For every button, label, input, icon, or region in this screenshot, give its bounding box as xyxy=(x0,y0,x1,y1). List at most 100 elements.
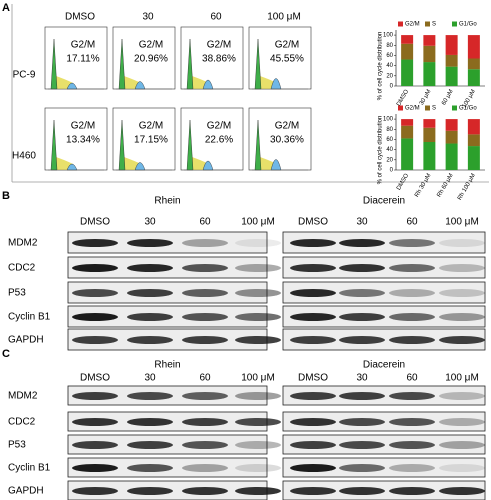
blot-band xyxy=(182,418,228,426)
dose-header: 60 xyxy=(406,373,418,384)
phase-label: G2/M xyxy=(275,121,299,132)
blot-band xyxy=(235,441,281,449)
legend-label: G2/M xyxy=(405,22,420,28)
blot-band xyxy=(127,487,173,495)
blot-band xyxy=(290,289,336,297)
dose-header: 30 xyxy=(142,12,154,23)
blot-band xyxy=(290,336,336,344)
protein-label: Cyclin B1 xyxy=(8,463,51,474)
y-axis-title: % of cell cycle distribution xyxy=(378,32,384,101)
protein-label: GAPDH xyxy=(8,486,44,497)
bar-segment xyxy=(445,119,458,131)
x-tick-label: Rh 100 μM xyxy=(457,173,477,202)
protein-label: Cyclin B1 xyxy=(8,312,51,323)
phase-percent: 20.96% xyxy=(134,54,168,65)
blot-band xyxy=(290,441,336,449)
histogram-s xyxy=(121,156,141,170)
y-tick-label: 60 xyxy=(386,137,393,143)
blot-band xyxy=(127,289,173,297)
blot-band xyxy=(389,392,435,400)
legend-label: S xyxy=(432,22,436,28)
blot-band xyxy=(182,264,228,272)
blot-band xyxy=(127,464,173,472)
legend-swatch xyxy=(398,21,403,27)
blot-band xyxy=(235,336,281,344)
blot-band xyxy=(439,264,485,272)
bar-segment xyxy=(467,134,480,147)
blot-band xyxy=(235,313,281,321)
blot-band xyxy=(72,392,118,400)
blot-band xyxy=(72,487,118,495)
blot-band xyxy=(290,313,336,321)
bar-segment xyxy=(467,119,480,135)
y-tick-label: 40 xyxy=(386,147,393,153)
blot-band xyxy=(339,418,385,426)
blot-band xyxy=(182,441,228,449)
y-tick-label: 100 xyxy=(383,117,394,123)
phase-percent: 45.55% xyxy=(270,54,304,65)
blot-band xyxy=(439,336,485,344)
blot-band xyxy=(182,464,228,472)
bar-segment xyxy=(423,35,436,46)
panel-label: B xyxy=(2,190,10,202)
legend-label: G1/Go xyxy=(459,22,477,28)
blot-band xyxy=(389,239,435,247)
protein-label: P53 xyxy=(8,288,26,299)
dose-header: DMSO xyxy=(298,217,328,228)
blot-band xyxy=(72,336,118,344)
x-tick-label: 60 μM xyxy=(441,89,455,107)
blot-band xyxy=(235,264,281,272)
blot-band xyxy=(339,336,385,344)
blot-band xyxy=(127,392,173,400)
blot-band xyxy=(389,336,435,344)
blot-band xyxy=(72,441,118,449)
blot-band xyxy=(182,289,228,297)
panel-label: A xyxy=(2,2,10,14)
bar-segment xyxy=(401,59,414,86)
dose-header: 60 xyxy=(406,217,418,228)
bar-segment xyxy=(445,35,458,55)
blot-band xyxy=(235,289,281,297)
blot-band xyxy=(182,392,228,400)
dose-header: 60 xyxy=(210,12,222,23)
treatment-label: Diacerein xyxy=(363,360,405,371)
legend-swatch xyxy=(425,105,430,111)
blot-band xyxy=(72,239,118,247)
blot-band xyxy=(439,392,485,400)
y-tick-label: 0 xyxy=(390,168,394,174)
dose-header: 30 xyxy=(144,373,156,384)
legend-swatch xyxy=(425,21,430,27)
blot-band xyxy=(389,464,435,472)
bar-segment xyxy=(445,143,458,170)
blot-band xyxy=(127,313,173,321)
x-tick-label: 30 μM xyxy=(419,89,433,107)
phase-percent: 30.36% xyxy=(270,135,304,146)
protein-label: CDC2 xyxy=(8,263,36,274)
blot-band xyxy=(389,441,435,449)
blot-band xyxy=(439,289,485,297)
bar-segment xyxy=(467,146,480,170)
blot-band xyxy=(389,264,435,272)
blot-band xyxy=(72,464,118,472)
panel-label: C xyxy=(2,348,10,360)
bar-segment xyxy=(445,54,458,67)
bar-segment xyxy=(401,35,414,44)
dose-header: 100 μM xyxy=(241,217,275,228)
blot-band xyxy=(389,418,435,426)
blot-band xyxy=(72,264,118,272)
dose-header: 60 xyxy=(199,373,211,384)
y-tick-label: 100 xyxy=(383,33,394,39)
blot-band xyxy=(439,313,485,321)
phase-label: G2/M xyxy=(275,40,299,51)
bar-segment xyxy=(423,119,436,128)
dose-header: 30 xyxy=(144,217,156,228)
blot-band xyxy=(182,487,228,495)
y-axis-title: % of cell cycle distribution xyxy=(378,116,384,185)
phase-label: G2/M xyxy=(207,121,231,132)
blot-band xyxy=(235,464,281,472)
treatment-label: Diacerein xyxy=(363,196,405,207)
bar-segment xyxy=(445,130,458,144)
x-tick-label: Rh 30 μM xyxy=(414,173,432,199)
